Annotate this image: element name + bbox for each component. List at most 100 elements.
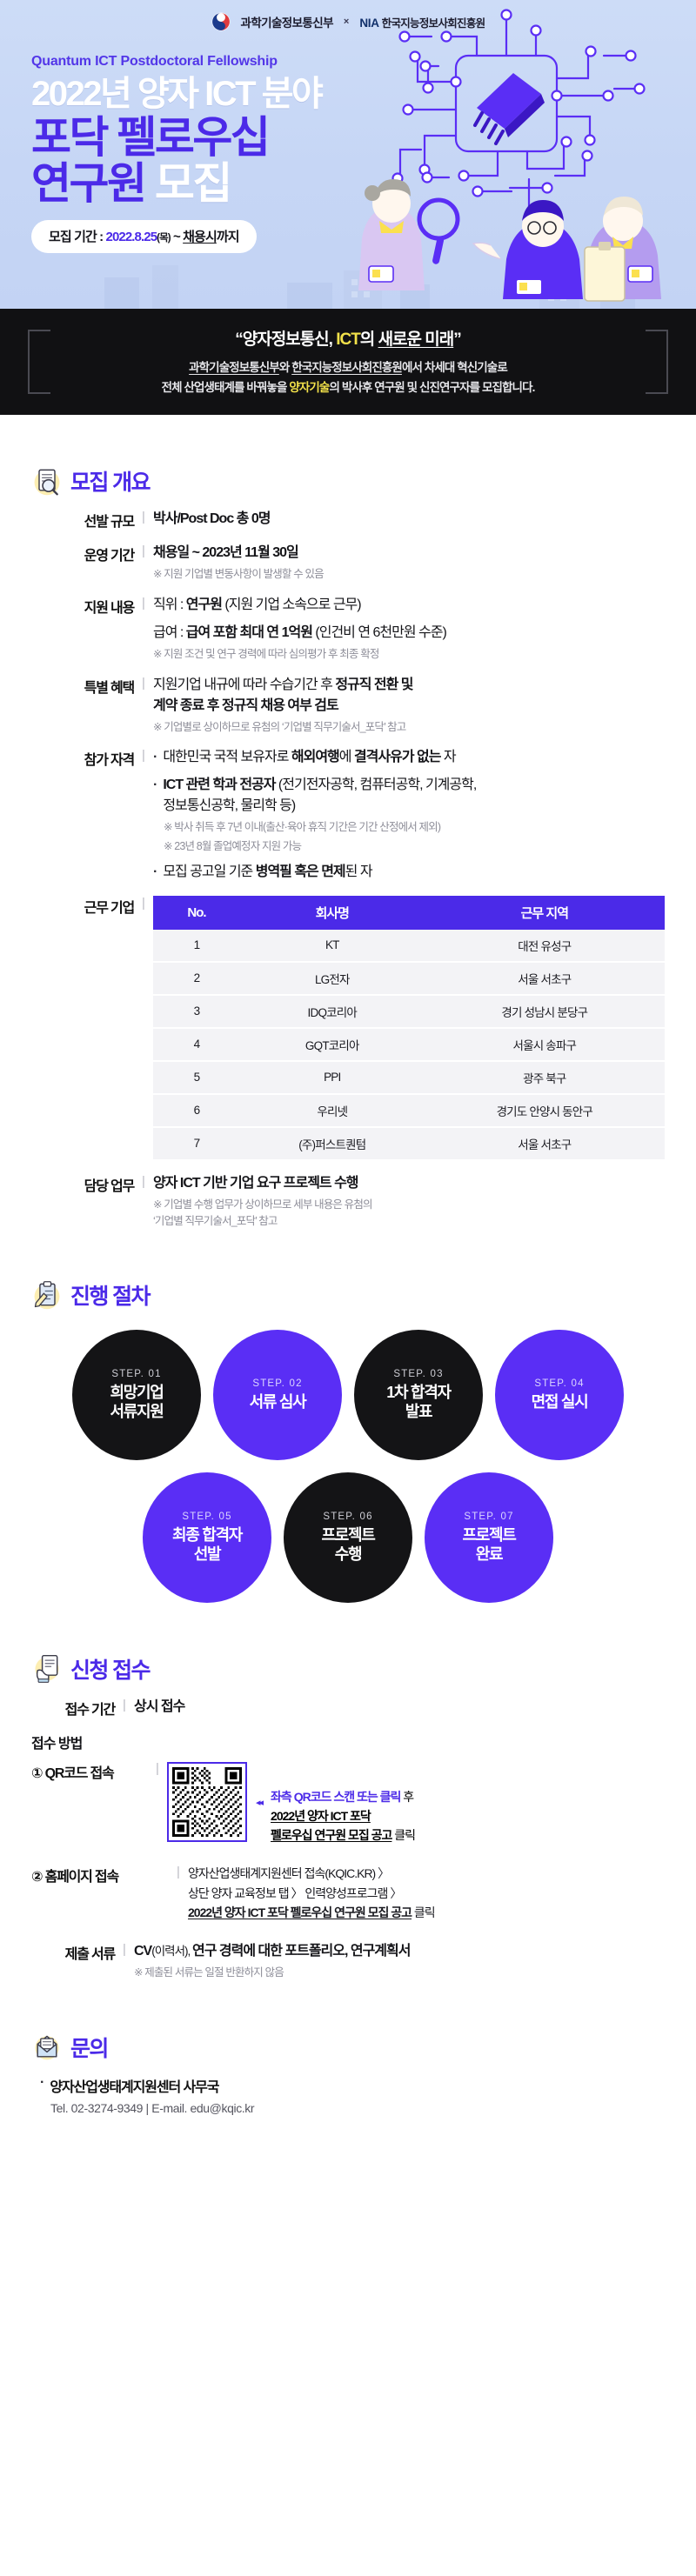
step-title: 면접 실시 [531, 1392, 589, 1411]
q1-pre: 대한민국 국적 보유자로 [163, 750, 291, 765]
row-body: 직위 : 연구원 (지원 기업 소속으로 근무) 급여 : 급여 포함 최대 연… [153, 595, 665, 663]
homepage-line2: 상단 양자 교육정보 탭 〉 인력양성프로그램 〉 [188, 1884, 665, 1903]
support-salary-line: 급여 : 급여 포함 최대 연 1억원 (인건비 연 6천만원 수준) [153, 623, 665, 644]
step-title: 희망기업 서류지원 [110, 1383, 164, 1420]
qualification-item-1: · 대한민국 국적 보유자로 해외여행에 결격사유가 없는 자 [153, 747, 665, 768]
homepage-line1-text: 양자산업생태계지원센터 접속(KQIC.KR) [188, 1866, 376, 1881]
cell-region: 서울 서초구 [424, 961, 665, 996]
banner-sub2-a: 전체 산업생태계를 바꿔놓을 [161, 380, 290, 394]
qr-line3-post: 클릭 [392, 1827, 416, 1842]
banner-subtext-line2: 전체 산업생태계를 바꿔놓을 양자기술의 박사후 연구원 및 신진연구자를 모집… [161, 378, 536, 397]
cell-company: (주)퍼스트퀀텀 [239, 1126, 425, 1161]
table-row: 5 PPI 광주 북구 [153, 1060, 665, 1095]
hero-title-line3-purple: 연구원 [31, 158, 147, 208]
row-label: 접수 기간 [64, 1703, 117, 1718]
benefit-note: ※ 기업별로 상이하므로 유첨의 ‘기업별 직무기술서_포닥’ 참고 [153, 720, 406, 733]
banner-quote-ict: ICT [336, 330, 361, 350]
support-pos-post: (지원 기업 소속으로 근무) [221, 597, 361, 612]
ministry-logo-text: 과학기술정보통신부 [240, 17, 334, 30]
row-divider: | [142, 544, 145, 558]
recruitment-period-badge: 모집 기간 : 2022.8.25(목) ~ 채용시까지 [31, 219, 257, 253]
hero-section: 과학기술정보통신부 × NIA 한국지능정보사회진흥원 Quantum ICT … [0, 0, 696, 309]
support-pos-pre: 직위 : [153, 597, 186, 612]
step-title: 프로젝트 완료 [462, 1525, 516, 1563]
support-position-line: 직위 : 연구원 (지원 기업 소속으로 근무) [153, 595, 665, 616]
cell-company: PPI [239, 1060, 425, 1095]
period-suffix: 까지 [216, 229, 240, 244]
banner-sub1-d: 에서 차세대 혁신기술로 [401, 361, 508, 375]
qr-post-text: 후 [400, 1790, 414, 1805]
hero-english-title: Quantum ICT Postdoctoral Fellowship [31, 54, 278, 69]
cell-no: 3 [153, 994, 240, 1029]
table-row: 2 LG전자 서울 서초구 [153, 961, 665, 996]
bracket-right-decoration [646, 330, 668, 394]
q3-bold1: 병역필 혹은 면제 [255, 864, 346, 879]
qr-instruction-line1: 좌측 QR코드 스캔 또는 클릭 후 [271, 1788, 415, 1807]
nia-abbr: NIA [359, 16, 379, 30]
process-step-02: STEP. 02 서류 심사 [213, 1330, 342, 1461]
qr-code-image[interactable] [172, 1767, 242, 1838]
bullet-dot-icon: · [153, 864, 158, 879]
overview-heading: 모집 개요 [31, 465, 665, 497]
process-steps: STEP. 01 희망기업 서류지원 STEP. 02 서류 심사 STEP. 0… [31, 1330, 665, 1604]
overview-title: 모집 개요 [70, 470, 151, 495]
homepage-line3[interactable]: 2022년 양자 ICT 포닥 펠로우십 연구원 모집 공고 클릭 [188, 1903, 665, 1922]
row-operation-period: 운영 기간 | 채용일 ~ 2023년 11월 30일 ※ 지원 기업별 변동사… [31, 543, 665, 583]
row-divider: | [142, 510, 145, 524]
step-title: 1차 합격자 발표 [386, 1383, 452, 1420]
process-step-01: STEP. 01 희망기업 서류지원 [72, 1330, 201, 1461]
homepage-line1[interactable]: 양자산업생태계지원센터 접속(KQIC.KR) 〉 [188, 1864, 665, 1883]
qr-code[interactable] [167, 1762, 247, 1843]
row-body: 채용일 ~ 2023년 11월 30일 ※ 지원 기업별 변동사항이 발생할 수… [153, 543, 665, 583]
q1-mid: 에 [338, 750, 354, 765]
process-step-06: STEP. 06 프로젝트 수행 [284, 1472, 412, 1604]
row-label: 담당 업무 [84, 1178, 136, 1194]
homepage-line3-ul: 2022년 양자 ICT 포닥 펠로우십 연구원 모집 공고 [188, 1905, 412, 1920]
step-number: STEP. 04 [534, 1378, 585, 1389]
cell-region: 경기도 안양시 동안구 [424, 1093, 665, 1128]
row-homepage: ② 홈페이지 접속 | 양자산업생태계지원센터 접속(KQIC.KR) 〉 상단… [31, 1864, 665, 1922]
step-number: STEP. 03 [393, 1368, 444, 1379]
process-heading: 진행 절차 [31, 1279, 665, 1311]
docs-pre: CV [134, 1944, 152, 1959]
row-divider: | [177, 1865, 180, 1880]
benefit-line2: 계약 종료 후 정규직 채용 여부 검토 [153, 696, 665, 717]
contact-title: 문의 [70, 2037, 109, 2062]
q3-post: 된 자 [345, 864, 373, 879]
row-label: 제출 서류 [64, 1947, 117, 1963]
contact-org-name: 양자산업생태계지원센터 사무국 [50, 2080, 219, 2096]
chevron-right-icon: 〉 [390, 1885, 402, 1900]
duty-value: 양자 ICT 기반 기업 요구 프로젝트 수행 [153, 1175, 359, 1191]
support-pos-bold: 연구원 [185, 597, 223, 612]
cell-company: IDQ코리아 [239, 994, 425, 1029]
col-company: 회사명 [239, 895, 425, 930]
row-divider: | [123, 1942, 126, 1958]
hero-title-line2: 포닥 펠로우십 [31, 112, 271, 162]
cell-region: 광주 북구 [424, 1060, 665, 1095]
qr-label: ① QR코드 접속 [31, 1766, 115, 1782]
banner-quote-underline: 새로운 미래 [378, 330, 455, 350]
bracket-left-decoration [28, 330, 50, 394]
benefit-bold2: 계약 종료 후 정규직 채용 여부 검토 [153, 697, 339, 713]
cell-company: GQT코리아 [239, 1027, 425, 1062]
bullet-dot-icon: · [153, 777, 158, 793]
person-right [584, 197, 661, 302]
docs-mid: (이력서), [151, 1945, 192, 1959]
benefit-pre: 지원기업 내규에 따라 수습기간 후 [153, 677, 336, 692]
row-label: 특별 혜택 [84, 680, 136, 696]
spacer [0, 1603, 696, 1653]
support-sal-pre: 급여 : [153, 624, 186, 640]
nia-full: 한국지능정보사회진흥원 [381, 17, 486, 30]
row-divider: | [142, 895, 145, 911]
chevron-right-icon: 〉 [378, 1866, 390, 1881]
banner-subtext: 과학기술정보통신부와 한국지능정보사회진흥원에서 차세대 혁신기술로 전체 산업… [161, 358, 536, 397]
row-body: 지원기업 내규에 따라 수습기간 후 정규직 전환 및 계약 종료 후 정규직 … [153, 675, 665, 736]
step-number: STEP. 02 [252, 1378, 303, 1389]
row-duty: 담당 업무 | 양자 ICT 기반 기업 요구 프로젝트 수행 ※ 기업별 수행… [31, 1173, 665, 1230]
q2-mid: (전기전자공학, 컴퓨터공학, 기계공학, [275, 777, 477, 793]
q2-line2: 정보통신공학, 물리학 등) [163, 798, 296, 814]
quantum-chip-illustration [358, 9, 661, 302]
contact-org-row: · 양자산업생태계지원센터 사무국 [40, 2075, 665, 2096]
process-step-05: STEP. 05 최종 합격자 선발 [143, 1472, 271, 1604]
row-divider: | [142, 595, 145, 611]
